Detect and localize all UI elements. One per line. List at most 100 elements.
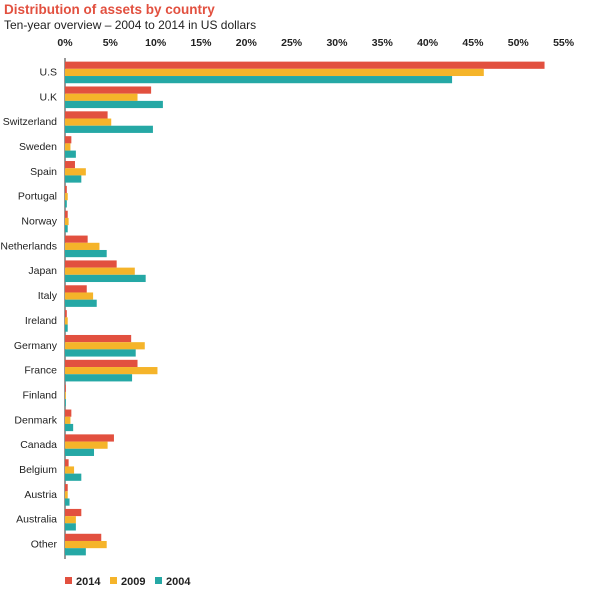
category-label: Switzerland — [3, 116, 57, 128]
category-label: Australia — [16, 514, 57, 526]
bar-2009 — [65, 267, 135, 275]
bar-2014 — [65, 161, 75, 169]
bar-2014 — [65, 508, 82, 517]
bar-2004 — [65, 324, 68, 332]
legend-label: 2009 — [121, 576, 145, 588]
legend-label: 2014 — [76, 576, 101, 588]
category-label: Norway — [21, 216, 57, 228]
x-tick-label: 45% — [462, 37, 484, 49]
bar-2009 — [65, 93, 138, 101]
bar-2004 — [65, 399, 66, 407]
bar-2014 — [65, 235, 88, 243]
x-tick-label: 10% — [145, 37, 167, 49]
category-label: Ireland — [25, 315, 57, 327]
x-tick-label: 5% — [103, 37, 119, 49]
category-label: Canada — [20, 439, 57, 451]
bar-2014 — [65, 260, 117, 268]
bar-2009 — [65, 391, 66, 400]
legend-swatch-2014 — [65, 577, 72, 584]
category-label: Sweden — [19, 141, 57, 153]
bar-2009 — [65, 193, 68, 201]
chart-subtitle: Ten-year overview – 2004 to 2014 in US d… — [4, 18, 257, 32]
bar-2004 — [65, 274, 146, 283]
bar-2009 — [65, 292, 94, 300]
bar-2014 — [65, 533, 102, 541]
bar-2004 — [65, 498, 70, 506]
bar-2009 — [65, 540, 107, 549]
bar-2014 — [65, 86, 152, 94]
bar-2009 — [65, 342, 145, 350]
bar-2014 — [65, 359, 138, 368]
category-label: Japan — [28, 265, 57, 277]
bar-2009 — [65, 217, 69, 226]
category-label: Other — [31, 539, 58, 551]
bar-2009 — [65, 118, 112, 126]
bar-2004 — [65, 299, 97, 307]
bar-2014 — [65, 434, 114, 442]
bar-2004 — [65, 423, 74, 432]
bar-2009 — [65, 491, 68, 499]
category-label: Austria — [24, 489, 57, 501]
bar-2009 — [65, 516, 76, 524]
category-label: Denmark — [14, 414, 57, 426]
bar-2009 — [65, 416, 71, 424]
bar-2004 — [65, 125, 153, 133]
bar-2004 — [65, 374, 133, 382]
bar-2014 — [65, 409, 72, 417]
bar-2014 — [65, 334, 132, 343]
legend-swatch-2009 — [110, 577, 117, 584]
bar-2004 — [65, 225, 68, 233]
category-labels: U.S U.K Switzerland Sweden Spain Portugal Norw… — [0, 66, 57, 550]
legend: 2014 2009 2004 — [65, 576, 191, 588]
x-tick-label: 30% — [326, 37, 348, 49]
category-label: Spain — [30, 166, 57, 178]
bar-2014 — [65, 61, 545, 69]
bar-2014 — [65, 285, 87, 293]
bar-2009 — [65, 143, 71, 151]
x-tick-label: 35% — [372, 37, 394, 49]
bar-2009 — [65, 242, 100, 250]
bar-2004 — [65, 548, 86, 556]
bar-2004 — [65, 448, 95, 456]
bar-2009 — [65, 367, 158, 375]
x-axis-ticks: 0% 5% 10% 15% 20% 25% 30% 35% 40% 45% 50% 55% — [57, 37, 574, 49]
bars — [65, 61, 545, 556]
bar-2014 — [65, 484, 68, 492]
bar-2004 — [65, 100, 163, 109]
bar-2004 — [65, 349, 136, 357]
x-tick-label: 50% — [508, 37, 530, 49]
bar-2004 — [65, 473, 82, 481]
x-tick-label: 55% — [553, 37, 575, 49]
x-tick-label: 15% — [190, 37, 212, 49]
bar-2009 — [65, 317, 68, 325]
bar-2014 — [65, 136, 72, 144]
bar-2009 — [65, 168, 86, 176]
bar-2004 — [65, 200, 67, 208]
x-tick-label: 25% — [281, 37, 303, 49]
bar-2014 — [65, 459, 69, 467]
category-label: Belgium — [19, 464, 57, 476]
bar-2004 — [65, 249, 107, 258]
bar-2014 — [65, 210, 68, 218]
category-label: Finland — [23, 389, 58, 401]
bar-2009 — [65, 466, 75, 474]
chart-title: Distribution of assets by country — [4, 2, 215, 17]
x-tick-label: 20% — [236, 37, 258, 49]
bar-2004 — [65, 175, 82, 183]
x-tick-label: 0% — [57, 37, 73, 49]
legend-swatch-2004 — [155, 577, 162, 584]
bar-2014 — [65, 384, 66, 392]
category-label: Portugal — [18, 191, 57, 203]
bar-2004 — [65, 523, 76, 531]
bar-2014 — [65, 310, 67, 318]
category-label: Italy — [38, 290, 58, 302]
category-label: U.S — [39, 66, 57, 78]
category-label: France — [24, 365, 57, 377]
legend-label: 2004 — [166, 576, 191, 588]
category-label: Germany — [14, 340, 58, 352]
bar-2014 — [65, 185, 67, 194]
bar-2009 — [65, 68, 484, 77]
bar-2014 — [65, 111, 108, 119]
category-label: U.K — [39, 91, 57, 103]
